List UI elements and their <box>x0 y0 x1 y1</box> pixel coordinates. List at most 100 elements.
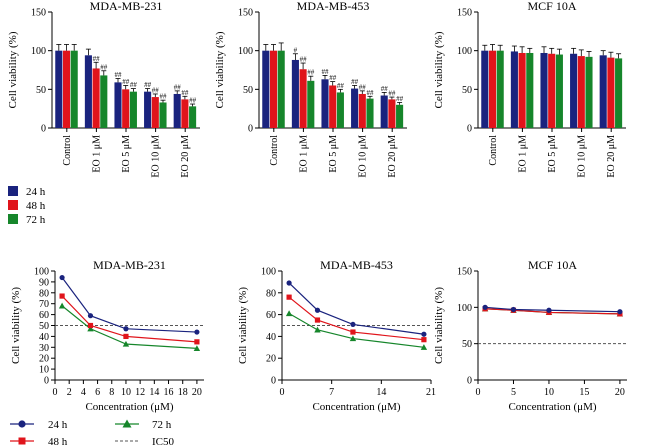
x-axis-label: Concentration (μM) <box>312 401 400 413</box>
bar-72-h-eo-10-m <box>366 98 374 128</box>
y-tick-label: 40 <box>39 332 49 343</box>
chart-title: MCF 10A <box>528 258 577 272</box>
y-tick-label: 100 <box>34 267 49 278</box>
x-axis-label: Concentration (μM) <box>508 401 596 413</box>
bar-48-h-eo-1-m <box>299 69 307 128</box>
bar-48-h-eo-20-m <box>607 57 615 129</box>
y-tick-label: 0 <box>271 376 276 387</box>
y-tick-label: 20 <box>266 354 276 365</box>
y-tick-label: 40 <box>266 332 276 343</box>
bar-48-h-eo-5-m <box>122 89 130 128</box>
bar-chart-mda-mb-231: Cell viability (%) MDA-MB-231 0 50 100 150 Con… <box>7 0 200 178</box>
bar-chart-mcf-10a: Cell viability (%) MCF 10A 0 50 100 150 Contro… <box>433 0 626 178</box>
significance-label: ## <box>307 69 315 77</box>
significance-label: ## <box>396 95 404 103</box>
y-tick-label: 50 <box>462 85 472 96</box>
legend-swatch-24h <box>8 186 18 196</box>
y-tick-label: 150 <box>457 267 472 278</box>
x-tick-label: EO 10 μM <box>151 135 162 178</box>
bar-72-h-eo-5-m <box>555 54 563 128</box>
significance-label: ## <box>159 93 167 101</box>
point-24-h-x20 <box>617 309 623 315</box>
x-tick-label: EO 10 μM <box>358 135 369 178</box>
x-axis-label: Concentration (μM) <box>85 401 173 413</box>
bar-24-h-eo-5-m <box>540 52 548 129</box>
bar-24-h-control <box>262 50 270 128</box>
point-48-h-x20 <box>194 339 200 345</box>
chart-title: MDA-MB-453 <box>320 258 393 272</box>
significance-label: ## <box>300 56 308 64</box>
x-tick-label: 14 <box>376 387 386 398</box>
significance-label: ## <box>181 89 189 97</box>
x-tick-label: 16 <box>164 387 174 398</box>
bar-48-h-control <box>62 50 71 128</box>
bar-72-h-eo-20-m <box>396 104 404 128</box>
point-24-h-x20 <box>194 329 200 335</box>
bar-72-h-control <box>70 50 78 128</box>
y-axis-label: Cell viability (%) <box>433 31 445 108</box>
line-chart-mda-mb-231: Cell viability (%)MDA-MB-231010203040506… <box>10 258 204 413</box>
x-tick-label: 14 <box>149 387 159 398</box>
point-72-h-x20 <box>193 345 201 351</box>
x-tick-label: Control <box>269 135 280 166</box>
point-48-h-x1 <box>59 293 65 299</box>
bar-24-h-eo-20-m <box>599 55 607 128</box>
point-48-h-x5 <box>314 317 321 323</box>
legend-line-label-72h: 72 h <box>152 419 172 431</box>
x-tick-label: EO 1 μM <box>91 135 102 173</box>
y-tick-label: 100 <box>238 46 253 57</box>
bar-48-h-eo-10-m <box>358 93 366 128</box>
significance-label: ## <box>351 78 359 86</box>
x-tick-label: 12 <box>135 387 145 398</box>
significance-label: ## <box>115 71 123 79</box>
bar-48-h-eo-1-m <box>518 52 526 129</box>
bar-24-h-eo-1-m <box>84 55 92 128</box>
bar-72-h-eo-20-m <box>189 106 197 128</box>
bar-48-h-control <box>269 50 278 128</box>
bar-48-h-eo-5-m <box>548 53 556 129</box>
x-tick-label: EO 20 μM <box>180 135 191 178</box>
y-tick-label: 10 <box>39 365 49 376</box>
y-tick-label: 80 <box>266 288 276 299</box>
legend-swatch-48h <box>8 200 18 210</box>
chart-title: MDA-MB-231 <box>93 258 166 272</box>
point-24-h-x5 <box>314 307 321 313</box>
bar-48-h-eo-10-m <box>151 97 159 128</box>
point-72-h-x20 <box>420 344 428 350</box>
series-line-48-h <box>485 308 620 315</box>
bar-24-h-eo-5-m <box>321 79 329 128</box>
y-tick-label: 80 <box>39 288 49 299</box>
bar-24-h-eo-1-m <box>510 51 518 128</box>
bar-chart-mda-mb-453: Cell viability (%) MDA-MB-453 0 50 100 150 Con… <box>214 0 407 178</box>
bar-24-h-eo-5-m <box>114 82 122 128</box>
bar-72-h-eo-5-m <box>129 91 137 128</box>
series-line-72-h <box>288 312 424 348</box>
x-tick-label: 5 <box>511 387 516 398</box>
y-tick-label: 0 <box>44 376 49 387</box>
bar-72-h-eo-20-m <box>615 58 623 128</box>
significance-label: ## <box>381 85 389 93</box>
point-72-h-x5 <box>87 325 94 332</box>
y-tick-label: 60 <box>266 310 276 321</box>
x-tick-label: 0 <box>476 387 481 398</box>
x-tick-label: 7 <box>329 387 334 398</box>
point-24-h-x1 <box>286 280 292 286</box>
significance-label: ## <box>93 55 101 63</box>
y-tick-label: 90 <box>39 277 49 288</box>
point-24-h-x20 <box>421 331 427 337</box>
point-48-h-x5 <box>87 322 94 329</box>
x-tick-label: Control <box>62 135 73 166</box>
point-24-h-x1 <box>482 304 488 310</box>
significance-label: ## <box>322 68 330 76</box>
x-tick-label: 0 <box>53 387 58 398</box>
legend-ic50-label: IC50 <box>152 436 175 448</box>
bar-24-h-eo-10-m <box>144 91 152 128</box>
y-tick-label: 0 <box>467 124 472 135</box>
y-tick-label: 0 <box>41 124 46 135</box>
y-tick-label: 100 <box>457 46 472 57</box>
series-line-72-h <box>61 305 197 349</box>
significance-label: ## <box>152 86 160 94</box>
y-tick-label: 50 <box>39 321 49 332</box>
x-tick-label: 8 <box>109 387 114 398</box>
legend-swatch-72h <box>8 214 18 224</box>
